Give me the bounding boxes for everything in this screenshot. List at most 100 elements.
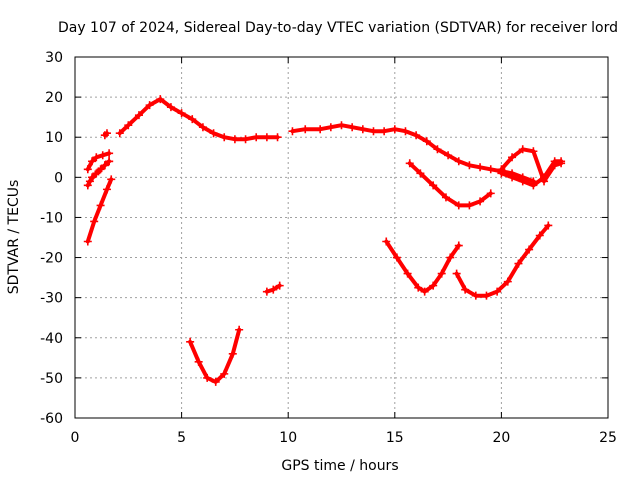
data-point <box>166 103 175 112</box>
series-arc-evening-dip <box>497 157 566 190</box>
data-point <box>476 197 485 206</box>
data-point <box>262 133 271 142</box>
x-axis-label: GPS time / hours <box>281 458 398 474</box>
series-arc-v-left <box>186 325 244 386</box>
data-point <box>83 181 92 190</box>
data-point <box>83 237 92 246</box>
data-point <box>92 153 101 162</box>
series-arc-descent <box>405 159 495 210</box>
data-point <box>337 121 346 130</box>
data-point <box>194 357 203 366</box>
x-tick-label: 10 <box>279 430 297 446</box>
y-tick-label: -60 <box>40 411 63 427</box>
data-point <box>405 159 414 168</box>
data-point <box>557 157 566 166</box>
data-point <box>177 109 186 118</box>
data-point <box>508 153 517 162</box>
series-arc-early-rise-a <box>83 175 116 246</box>
data-point <box>476 163 485 172</box>
series-arc-mid-day <box>288 121 538 186</box>
data-point <box>105 157 114 166</box>
y-tick-label: -50 <box>40 371 63 387</box>
data-point <box>358 125 367 134</box>
tick-labels: 0 5 10 15 20 25 30 20 10 0 -10 -20 -30 -40 -50 -60 <box>40 50 617 446</box>
chart-title: Day 107 of 2024, Sidereal Day-to-day VTE… <box>58 20 618 36</box>
data-point <box>156 95 165 104</box>
data-point <box>529 147 538 156</box>
data-point <box>493 287 502 296</box>
data-point <box>186 337 195 346</box>
data-point <box>115 129 124 138</box>
x-tick-label: 0 <box>71 430 80 446</box>
y-tick-label: -10 <box>40 210 63 226</box>
x-tick-label: 20 <box>492 430 510 446</box>
data-point <box>269 285 278 294</box>
data-point <box>198 123 207 132</box>
y-tick-label: 30 <box>45 50 63 66</box>
series-line <box>384 239 461 294</box>
y-tick-label: -40 <box>40 331 63 347</box>
data-point <box>403 269 412 278</box>
data-point <box>444 151 453 160</box>
data-point <box>529 181 538 190</box>
data-point <box>275 281 284 290</box>
data-point <box>454 201 463 210</box>
data-point <box>525 245 534 254</box>
data-point <box>235 325 244 334</box>
series-line <box>407 161 493 208</box>
data-point <box>486 189 495 198</box>
y-tick-label: -30 <box>40 291 63 307</box>
data-point <box>252 133 261 142</box>
data-point <box>369 127 378 136</box>
series-arc-early-cluster <box>83 149 114 174</box>
data-point <box>482 291 491 300</box>
data-point <box>535 231 544 240</box>
x-tick-label: 15 <box>386 430 404 446</box>
y-tick-label: 0 <box>54 170 63 186</box>
data-point <box>134 111 143 120</box>
data-point <box>228 349 237 358</box>
data-point <box>416 169 425 178</box>
series-line <box>117 97 280 142</box>
data-point <box>102 185 111 194</box>
data-point <box>326 123 335 132</box>
data-point <box>98 151 107 160</box>
data-point <box>241 135 250 144</box>
data-point <box>452 269 461 278</box>
data-point <box>401 127 410 136</box>
data-point <box>390 125 399 134</box>
data-point <box>454 241 463 250</box>
series-layer <box>83 95 566 386</box>
data-point <box>85 177 94 186</box>
data-point <box>220 369 229 378</box>
series-line <box>454 223 551 298</box>
data-point <box>446 253 455 262</box>
data-point <box>316 125 325 134</box>
y-tick-label: -20 <box>40 251 63 267</box>
data-point <box>100 161 109 170</box>
data-point <box>503 277 512 286</box>
data-point <box>429 281 438 290</box>
x-tick-label: 25 <box>599 430 617 446</box>
data-point <box>188 115 197 124</box>
series-arc-v-middle <box>382 237 463 296</box>
data-point <box>518 145 527 154</box>
data-point <box>301 125 310 134</box>
data-point <box>461 285 470 294</box>
data-point <box>145 101 154 110</box>
data-point <box>433 145 442 154</box>
data-point <box>544 221 553 230</box>
plot-frame <box>74 56 609 419</box>
data-point <box>414 283 423 292</box>
data-point <box>437 269 446 278</box>
y-tick-label: 20 <box>45 90 63 106</box>
data-point <box>124 121 133 130</box>
data-point <box>107 175 116 184</box>
data-point <box>90 217 99 226</box>
data-point <box>230 135 239 144</box>
x-tick-label: 5 <box>177 430 186 446</box>
series-arc-flat-short <box>262 281 284 296</box>
data-point <box>380 127 389 136</box>
data-point <box>420 287 429 296</box>
data-point <box>429 181 438 190</box>
